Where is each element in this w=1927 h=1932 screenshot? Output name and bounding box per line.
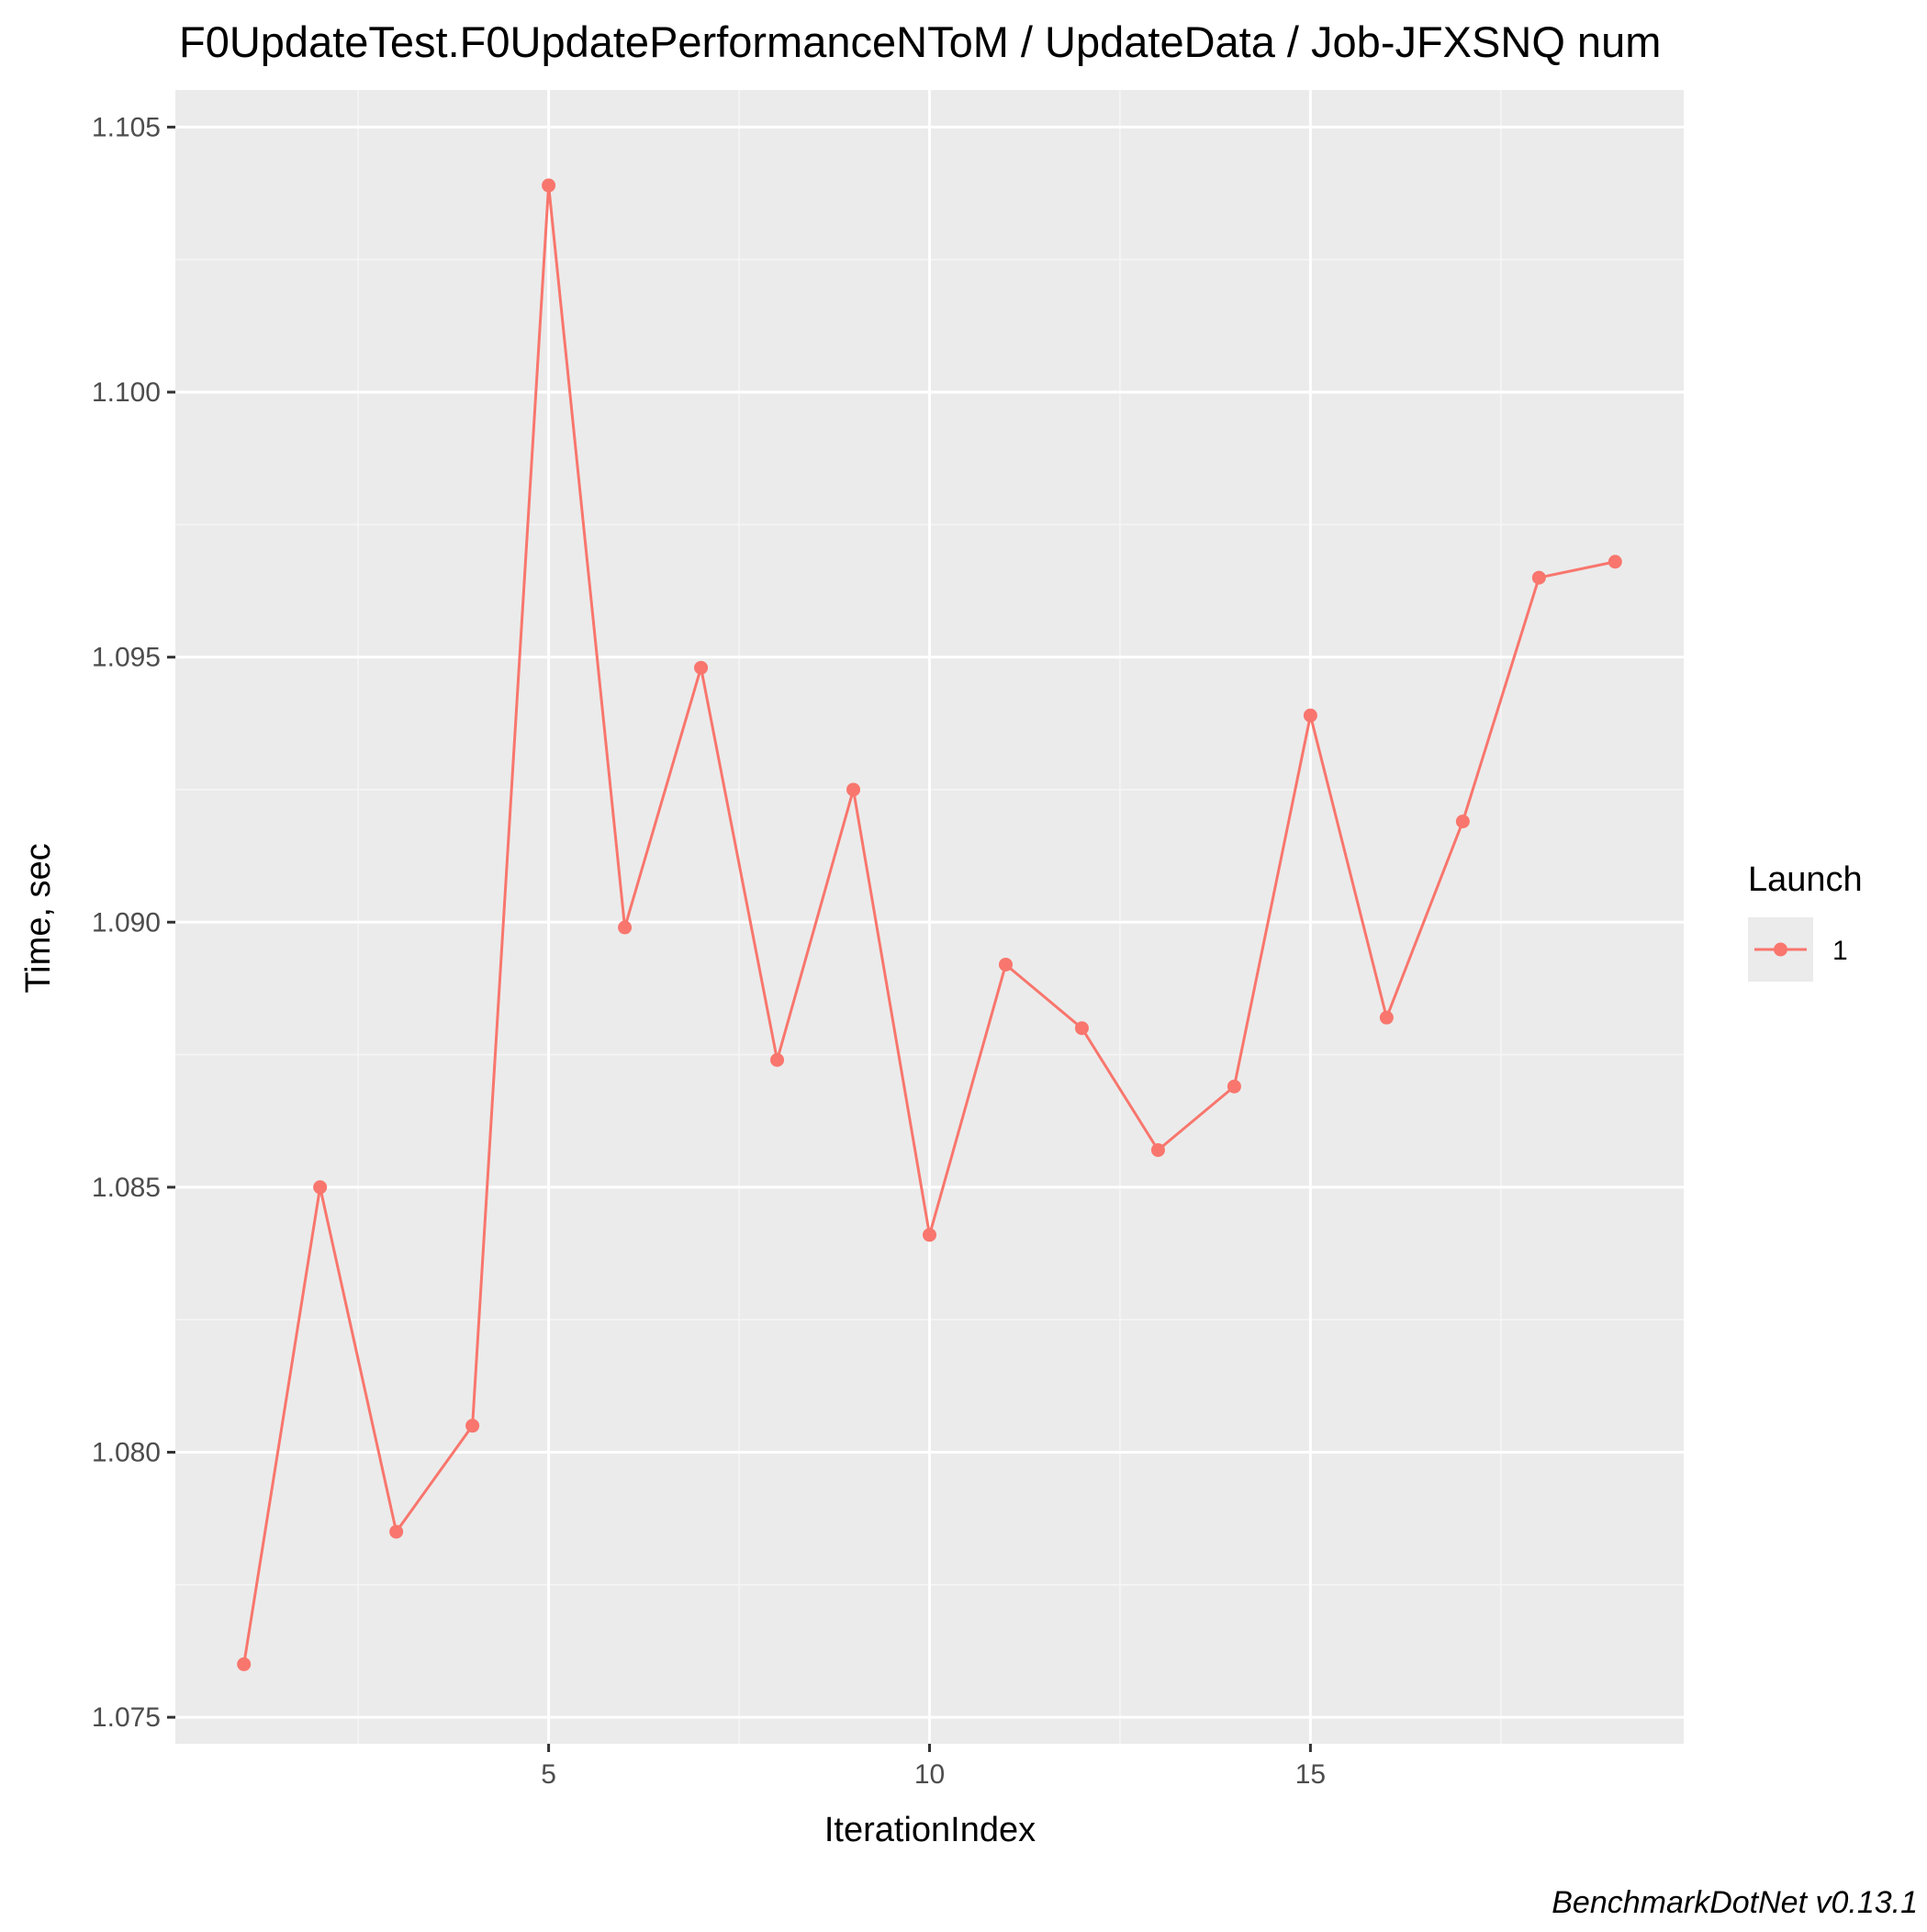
x-tick-label: 5 bbox=[541, 1759, 556, 1790]
x-tick-label: 10 bbox=[914, 1759, 945, 1790]
data-point bbox=[542, 178, 556, 193]
series-layer bbox=[237, 178, 1622, 1671]
y-tick-label: 1.095 bbox=[92, 643, 161, 673]
data-point bbox=[465, 1419, 480, 1433]
chart-title: F0UpdateTest.F0UpdatePerformanceNToM / U… bbox=[179, 17, 1661, 66]
axes: 1.075 1.080 1.085 1.090 1.095 1.100 1.105 5 10 15 bbox=[92, 112, 1326, 1790]
data-point bbox=[1227, 1079, 1241, 1094]
data-point bbox=[1074, 1021, 1089, 1036]
data-point bbox=[1608, 555, 1622, 569]
data-point bbox=[770, 1052, 785, 1067]
y-tick-label: 1.085 bbox=[92, 1173, 161, 1203]
data-point bbox=[846, 782, 861, 797]
data-point bbox=[389, 1524, 404, 1539]
legend-title: Launch bbox=[1748, 860, 1863, 899]
y-tick-label: 1.105 bbox=[92, 112, 161, 142]
data-point bbox=[1303, 708, 1317, 723]
data-point bbox=[313, 1180, 328, 1195]
x-axis-title: IterationIndex bbox=[824, 1811, 1036, 1849]
grid-lines bbox=[175, 90, 1684, 1744]
data-point bbox=[618, 920, 633, 935]
y-tick-label: 1.080 bbox=[92, 1438, 161, 1468]
x-tick-label: 15 bbox=[1295, 1759, 1326, 1790]
data-point bbox=[1531, 570, 1546, 585]
data-point bbox=[694, 660, 709, 675]
data-point bbox=[1379, 1010, 1394, 1025]
legend-label-series-1: 1 bbox=[1832, 936, 1848, 966]
legend-key-point bbox=[1774, 942, 1787, 957]
data-point bbox=[237, 1657, 252, 1671]
y-axis-title: Time, sec bbox=[19, 843, 58, 993]
y-tick-label: 1.075 bbox=[92, 1702, 161, 1733]
data-point bbox=[923, 1228, 936, 1242]
data-point bbox=[998, 957, 1013, 972]
legend: Launch 1 bbox=[1748, 860, 1863, 982]
data-point bbox=[1455, 814, 1470, 829]
y-tick-label: 1.090 bbox=[92, 907, 161, 938]
y-tick-label: 1.100 bbox=[92, 377, 161, 408]
data-point bbox=[1150, 1142, 1165, 1157]
chart-caption: BenchmarkDotNet v0.13.1 bbox=[1552, 1885, 1918, 1920]
